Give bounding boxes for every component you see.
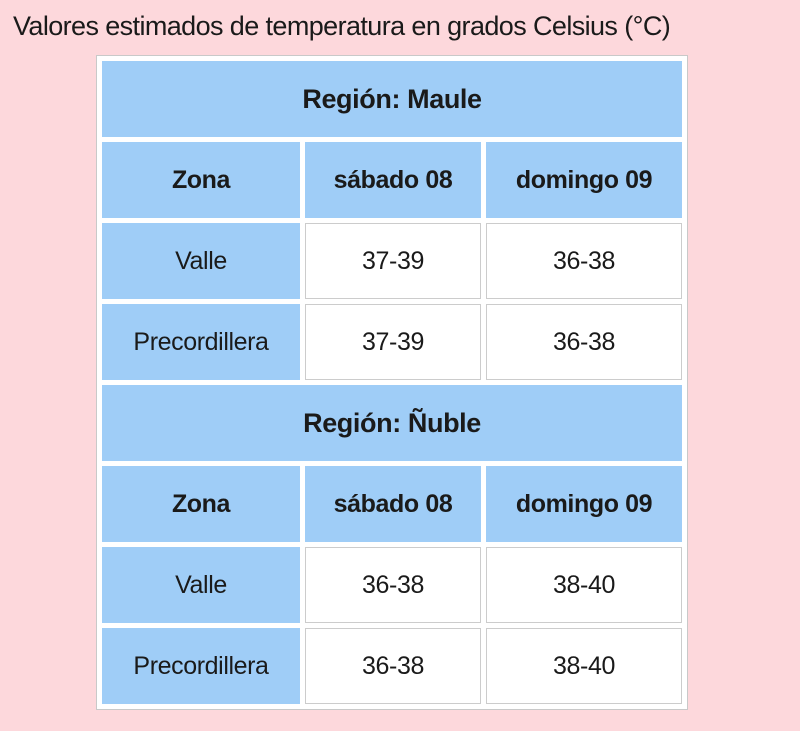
region-header-nuble: Región: Ñuble [102,385,682,461]
region-header-row-maule: Región: Maule [102,61,682,137]
temp-value: 37-39 [305,223,481,299]
table-row-maule-precordillera: Precordillera 37-39 36-38 [102,304,682,380]
temp-value: 37-39 [305,304,481,380]
table-row-maule-valle: Valle 37-39 36-38 [102,223,682,299]
temp-value: 38-40 [486,628,682,704]
column-header-zona: Zona [102,466,300,542]
zona-label: Valle [102,223,300,299]
temp-value: 36-38 [486,304,682,380]
page-title: Valores estimados de temperatura en grad… [13,11,671,41]
temp-value: 36-38 [305,628,481,704]
zona-label: Precordillera [102,304,300,380]
temp-value: 38-40 [486,547,682,623]
zona-label: Precordillera [102,628,300,704]
zona-label: Valle [102,547,300,623]
column-header-sabado-08: sábado 08 [305,142,481,218]
temp-value: 36-38 [305,547,481,623]
column-header-row-maule: Zona sábado 08 domingo 09 [102,142,682,218]
column-header-domingo-09: domingo 09 [486,466,682,542]
column-header-zona: Zona [102,142,300,218]
temperature-table: Región: Maule Zona sábado 08 domingo 09 … [96,55,688,710]
column-header-domingo-09: domingo 09 [486,142,682,218]
table-row-nuble-precordillera: Precordillera 36-38 38-40 [102,628,682,704]
region-header-maule: Región: Maule [102,61,682,137]
column-header-sabado-08: sábado 08 [305,466,481,542]
region-header-row-nuble: Región: Ñuble [102,385,682,461]
table-row-nuble-valle: Valle 36-38 38-40 [102,547,682,623]
column-header-row-nuble: Zona sábado 08 domingo 09 [102,466,682,542]
temp-value: 36-38 [486,223,682,299]
